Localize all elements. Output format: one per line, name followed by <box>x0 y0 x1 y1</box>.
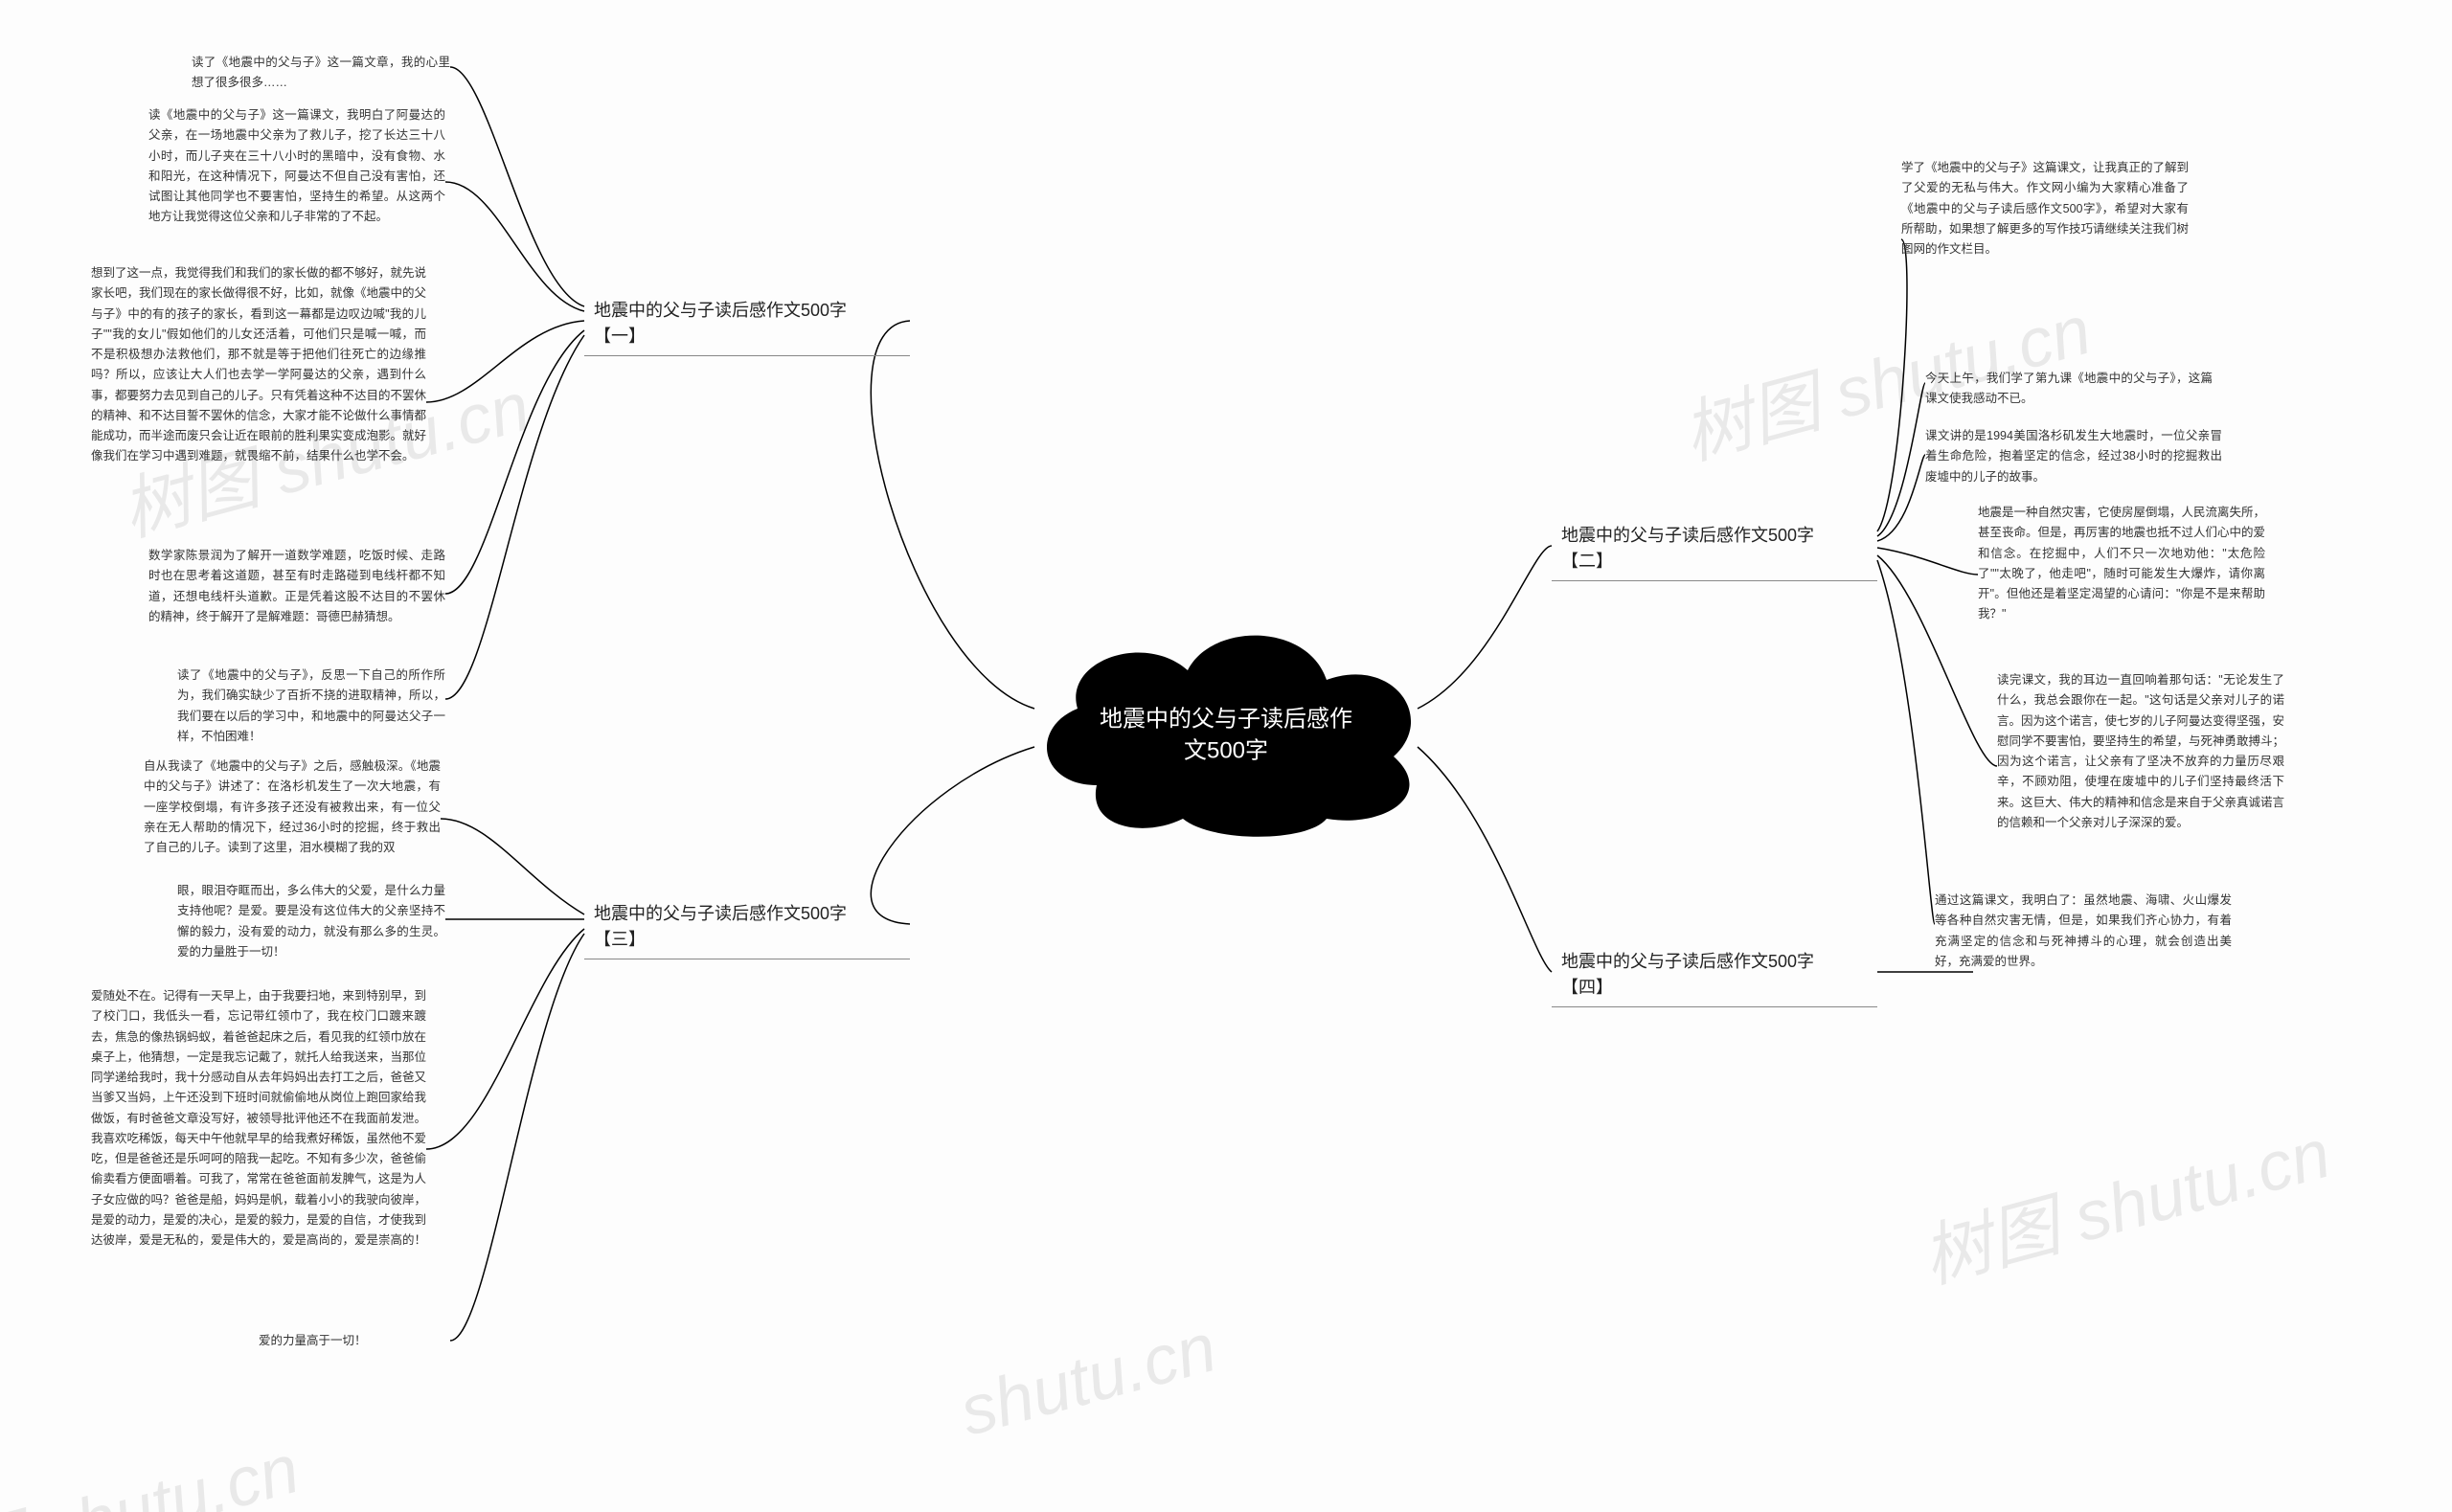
leaf-l1c: 想到了这一点，我觉得我们和我们的家长做的都不够好，就先说家长吧，我们现在的家长做… <box>91 263 426 467</box>
leaf-l3b: 眼，眼泪夺眶而出，多么伟大的父爱，是什么力量支持他呢？是爱。要是没有这位伟大的父… <box>177 881 445 962</box>
connector-line <box>426 929 584 1149</box>
connector-line <box>1877 560 1935 924</box>
leaf-l2e: 通过这篇课文，我明白了：虽然地震、海啸、火山爆发等各种自然灾害无情，但是，如果我… <box>1935 891 2232 972</box>
connector-line <box>450 67 584 306</box>
leaf-l1e: 读了《地震中的父与子》，反思一下自己的所作所为，我们确实缺少了百折不挠的进取精神… <box>177 666 445 747</box>
leaf-l3a: 自从我读了《地震中的父与子》之后，感触极深。《地震中的父与子》讲述了：在洛杉机发… <box>144 756 441 858</box>
connector-line <box>450 934 584 1341</box>
branch-b4: 地震中的父与子读后感作文500字【四】 <box>1552 943 1877 1007</box>
connector-line <box>1877 548 1978 575</box>
leaf-l3c: 爱随处不在。记得有一天早上，由于我要扫地，来到特别早，到了校门口，我低头一看，忘… <box>91 986 426 1251</box>
watermark: 树图 shutu.cn <box>1910 1096 2340 1301</box>
watermark: shutu.cn <box>952 1308 1224 1452</box>
connector-line <box>1877 383 1925 536</box>
title-line-1: 地震中的父与子读后感作 <box>1100 706 1352 732</box>
connector-line <box>445 330 584 594</box>
center-title: 地震中的父与子读后感作 文500字 <box>1082 703 1370 767</box>
watermark: 图 shutu.cn <box>0 1412 308 1512</box>
leaf-intro: 学了《地震中的父与子》这篇课文，让我真正的了解到了父爱的无私与伟大。作文网小编为… <box>1901 158 2189 260</box>
branch-b1: 地震中的父与子读后感作文500字【一】 <box>584 292 910 356</box>
leaf-l1d: 数学家陈景润为了解开一道数学难题，吃饭时候、走路时也在思考着这道题，甚至有时走路… <box>148 546 445 627</box>
branch-b3: 地震中的父与子读后感作文500字【三】 <box>584 895 910 959</box>
leaf-l1b: 读《地震中的父与子》这一篇课文，我明白了阿曼达的父亲，在一场地震中父亲为了救儿子… <box>148 105 445 228</box>
leaf-l2d: 读完课文，我的耳边一直回响着那句话："无论发生了什么，我总会跟你在一起。"这句话… <box>1997 670 2284 833</box>
leaf-l3d: 爱的力量高于一切！ <box>259 1331 450 1351</box>
branch-b2: 地震中的父与子读后感作文500字【二】 <box>1552 517 1877 581</box>
connector-line <box>426 321 584 402</box>
leaf-l2c: 地震是一种自然灾害，它使房屋倒塌，人民流离失所，甚至丧命。但是，再厉害的地震也抵… <box>1978 503 2265 625</box>
leaf-l2a: 今天上午，我们学了第九课《地震中的父与子》，这篇课文使我感动不已。 <box>1925 369 2213 410</box>
connector-line <box>445 335 584 699</box>
mindmap-canvas: 树图 shutu.cn树图 shutu.cnshutu.cn树图 shutu.c… <box>0 0 2452 1512</box>
title-line-2: 文500字 <box>1184 738 1268 764</box>
connector-line <box>1877 239 1907 531</box>
center-node: 地震中的父与子读后感作 文500字 <box>1010 603 1442 843</box>
leaf-l1a: 读了《地震中的父与子》这一篇文章，我的心里想了很多很多…… <box>192 53 450 94</box>
connector-line <box>1877 455 1925 541</box>
leaf-l2b: 课文讲的是1994美国洛杉矶发生大地震时，一位父亲冒着生命危险，抱着坚定的信念，… <box>1925 426 2222 487</box>
connector-line <box>441 819 584 914</box>
connector-line <box>445 182 584 311</box>
